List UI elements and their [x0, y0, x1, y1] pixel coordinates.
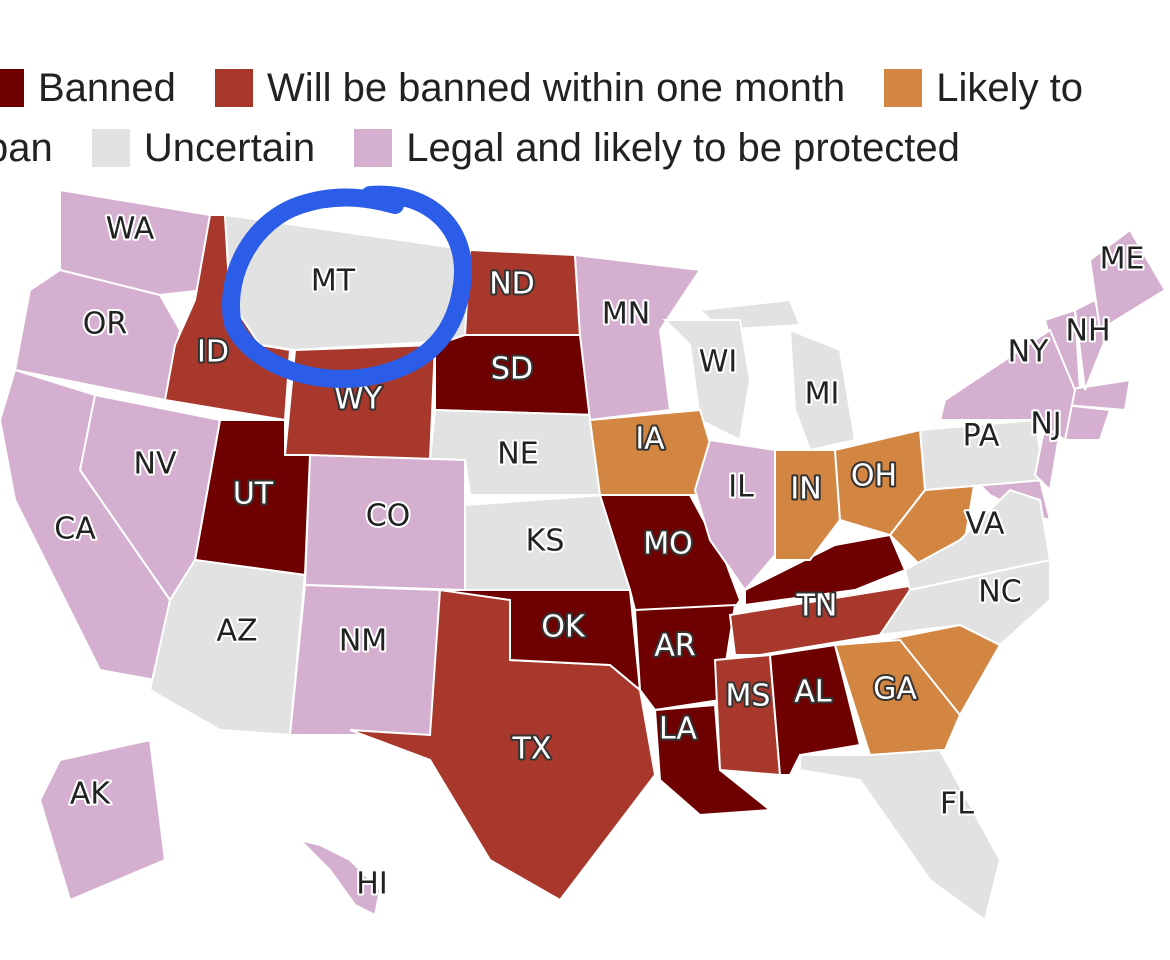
state — [903, 488, 1052, 592]
annotation-circle — [222, 185, 472, 388]
state-label: NM — [339, 624, 387, 659]
state-label: ND — [489, 267, 535, 302]
state-label: AR — [654, 629, 695, 664]
states — [0, 188, 1167, 922]
state-label: IA — [635, 422, 665, 457]
state — [296, 838, 382, 917]
state-label: MN — [602, 297, 650, 332]
state — [59, 188, 212, 297]
state — [799, 748, 1002, 922]
state-label: NY — [1008, 335, 1049, 370]
legend-label: Uncertain — [143, 126, 316, 170]
state — [653, 703, 773, 817]
state-label: TX — [512, 732, 552, 767]
state-label: AZ — [216, 614, 257, 649]
state-label: WI — [699, 345, 738, 380]
state-label: NH — [1066, 314, 1111, 349]
legend-item: Banned — [0, 66, 176, 110]
legend-item: Will be banned within one month — [215, 66, 845, 110]
legend-swatch — [215, 69, 254, 107]
state — [573, 253, 702, 422]
labels: WA OR ID MT ND SD WY NE KS CO UT NV CA AZ NM TX OK MO AR LA… — [52, 210, 1146, 904]
legend-label: Will be banned within one month — [267, 66, 846, 110]
state — [633, 603, 737, 712]
state-label: AK — [70, 777, 112, 812]
legend-swatch — [0, 69, 24, 107]
state-label: KS — [526, 524, 565, 559]
legend-swatch — [91, 129, 130, 167]
legend-swatch — [354, 129, 393, 167]
state-label: LA — [659, 712, 697, 747]
legend-label: Banned — [38, 66, 176, 110]
legend-item: Legal and likely to be protected — [354, 126, 960, 170]
state-label: CO — [366, 499, 411, 534]
legend-label: Legal and likely to be protected — [406, 126, 960, 170]
state — [1088, 228, 1167, 332]
state-label: OH — [851, 459, 897, 494]
state-label: TN — [796, 589, 838, 624]
state-label: NJ — [1030, 407, 1061, 442]
state — [938, 328, 1077, 442]
state — [788, 328, 857, 452]
state-label: GA — [873, 672, 917, 707]
state — [728, 583, 918, 656]
legend-item: Likely to ban — [0, 66, 1083, 170]
state — [662, 319, 752, 442]
state-label: IL — [728, 470, 754, 505]
state-label: ME — [1100, 242, 1145, 277]
state-label: FL — [940, 787, 974, 822]
state-label: SD — [491, 352, 533, 387]
state-label: ID — [197, 335, 229, 370]
state-label: NC — [978, 575, 1021, 610]
state — [713, 653, 782, 777]
state-label: CA — [54, 512, 96, 547]
state-label: AL — [794, 675, 832, 710]
state-label: MI — [805, 377, 840, 412]
state-label: PA — [963, 419, 1000, 454]
state — [288, 583, 442, 736]
state — [833, 428, 927, 537]
state-label: OR — [83, 307, 127, 342]
state-label: WY — [334, 382, 383, 417]
legend-swatch — [884, 69, 923, 107]
state-label: VA — [965, 507, 1005, 542]
state-label: OK — [541, 610, 586, 645]
state-label: MS — [726, 679, 771, 714]
state-label: HI — [356, 867, 387, 902]
legend-label: Likely to ban — [0, 66, 1084, 170]
state-label: UT — [233, 477, 274, 512]
state-label: MT — [311, 264, 356, 299]
legend: Banned Will be banned within one month L… — [0, 58, 1086, 178]
state-label: IN — [790, 472, 821, 507]
state — [38, 738, 167, 902]
state-label: MO — [643, 527, 693, 562]
state — [774, 449, 842, 561]
state-label: WA — [106, 212, 155, 247]
state-label: NV — [134, 447, 177, 482]
state — [148, 558, 307, 737]
state — [1073, 298, 1107, 391]
legend-item: Uncertain — [91, 126, 316, 170]
state — [833, 638, 962, 757]
state-label: NE — [497, 437, 538, 472]
